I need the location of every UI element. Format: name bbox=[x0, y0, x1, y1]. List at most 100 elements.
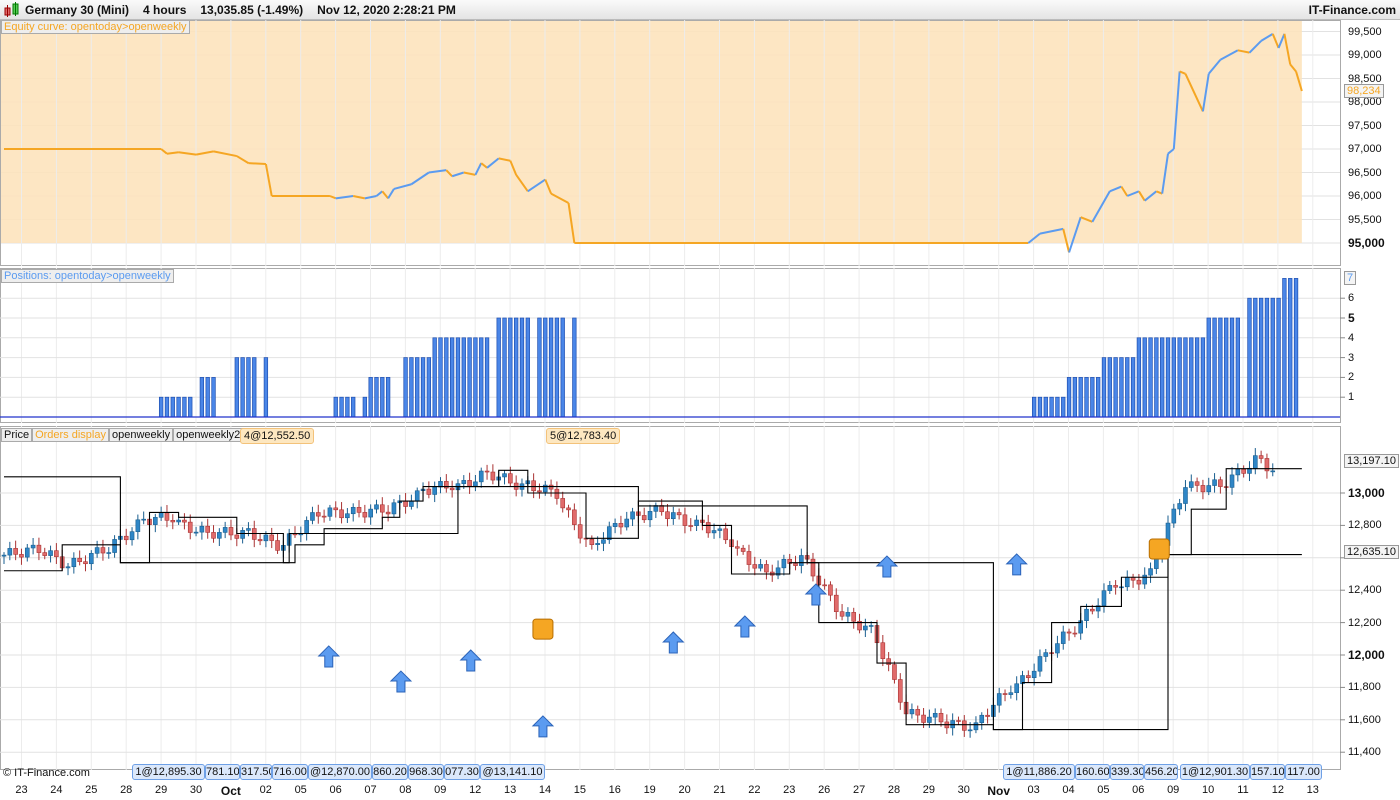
order-fill-label[interactable]: 317.50 bbox=[240, 764, 272, 780]
equity-line-segment bbox=[375, 190, 383, 197]
order-label[interactable]: 5@12,783.40 bbox=[546, 428, 621, 444]
position-bar bbox=[502, 317, 507, 418]
position-bar bbox=[508, 317, 513, 418]
order-fill-label[interactable]: 077.30 bbox=[444, 764, 480, 780]
order-fill-label[interactable]: 716.00 bbox=[272, 764, 308, 780]
x-axis-label: 26 bbox=[818, 784, 831, 796]
candle-body bbox=[1200, 485, 1206, 493]
order-fill-label[interactable]: @13,141.10 bbox=[480, 764, 545, 780]
candle-body bbox=[1095, 605, 1101, 612]
position-bar bbox=[234, 357, 239, 418]
candle-body bbox=[1066, 631, 1072, 634]
candle-body bbox=[199, 525, 205, 533]
position-bar bbox=[182, 396, 187, 418]
position-bar bbox=[1224, 317, 1229, 418]
equity-line-segment bbox=[1109, 185, 1122, 193]
timeframe[interactable]: 4 hours bbox=[143, 2, 187, 17]
x-axis-label: 05 bbox=[1097, 784, 1110, 796]
position-bar bbox=[1119, 357, 1124, 418]
order-fill-label[interactable]: 339.30 bbox=[1110, 764, 1144, 780]
order-label[interactable]: 4@12,552.50 bbox=[240, 428, 315, 444]
candle-body bbox=[1113, 585, 1118, 588]
x-axis-label: 21 bbox=[713, 784, 726, 796]
x-axis-label: 07 bbox=[364, 784, 377, 796]
order-fill-label[interactable]: 157.10 bbox=[1250, 764, 1285, 780]
candle-body bbox=[356, 507, 362, 513]
equity-line-segment bbox=[1184, 73, 1204, 112]
candle-body bbox=[752, 564, 758, 569]
x-axis-label: 23 bbox=[783, 784, 796, 796]
candle-body bbox=[909, 709, 915, 715]
position-bar bbox=[1177, 337, 1182, 418]
x-axis-label: 11 bbox=[1237, 784, 1249, 796]
openweekly2-line bbox=[4, 468, 1302, 731]
order-fill-label[interactable]: 968.30 bbox=[408, 764, 444, 780]
equity-line-segment bbox=[1237, 49, 1250, 54]
positions-panel-label[interactable]: Positions: opentoday>openweekly bbox=[1, 269, 174, 283]
x-axis-label: 24 bbox=[50, 784, 63, 796]
position-bar bbox=[246, 357, 251, 418]
candle-body bbox=[560, 498, 566, 509]
candle-body bbox=[461, 480, 467, 484]
price-level-box: 12,635.10 bbox=[1344, 545, 1399, 560]
buy-arrow-icon bbox=[459, 649, 482, 672]
candle-body bbox=[1171, 508, 1177, 524]
candle-body bbox=[89, 553, 94, 565]
position-bar bbox=[438, 337, 443, 418]
position-bar bbox=[484, 337, 490, 418]
candle-body bbox=[746, 551, 752, 565]
order-fill-label[interactable]: 1@12,895.30 bbox=[132, 764, 205, 780]
order-fill-label[interactable]: 781.10 bbox=[205, 764, 240, 780]
x-axis-label: 30 bbox=[957, 784, 970, 796]
candle-body bbox=[182, 519, 187, 523]
equity-line-segment bbox=[1219, 49, 1239, 61]
order-fill-label[interactable]: @12,870.00 bbox=[308, 764, 372, 780]
candle-body bbox=[135, 519, 141, 532]
position-bar bbox=[199, 377, 205, 418]
buy-arrow-icon bbox=[1005, 553, 1028, 576]
equity-panel-label[interactable]: Equity curve: opentoday>openweekly bbox=[1, 20, 190, 34]
positions-chart bbox=[0, 268, 1345, 423]
position-bar bbox=[1253, 297, 1258, 418]
x-axis-label: 13 bbox=[503, 784, 517, 796]
candle-body bbox=[449, 487, 455, 491]
candle-body bbox=[758, 564, 763, 569]
position-bar bbox=[519, 317, 525, 418]
candle-body bbox=[572, 509, 577, 525]
x-axis-label: 28 bbox=[887, 784, 901, 796]
position-bar bbox=[1293, 278, 1299, 418]
position-bar bbox=[1148, 337, 1153, 418]
tab-price[interactable]: Price bbox=[1, 428, 33, 442]
candle-body bbox=[897, 679, 903, 703]
candle-body bbox=[921, 714, 926, 723]
equity-line-segment bbox=[1161, 153, 1169, 194]
order-fill-label[interactable]: 860.20 bbox=[372, 764, 408, 780]
equity-line-segment bbox=[1167, 148, 1175, 155]
candle-body bbox=[985, 714, 990, 717]
equity-line-segment bbox=[1260, 32, 1274, 42]
candle-body bbox=[705, 522, 711, 534]
candle-body bbox=[315, 512, 321, 517]
equity-line-segment bbox=[550, 192, 570, 204]
position-bar bbox=[415, 357, 420, 418]
tab-openweekly2[interactable]: openweekly2 bbox=[173, 428, 244, 442]
candle-body bbox=[961, 720, 967, 731]
panel-border bbox=[0, 20, 1341, 266]
equity-drawdown-fill bbox=[0, 20, 1302, 243]
order-fill-label[interactable]: 1@12,901.30 bbox=[1180, 764, 1250, 780]
tab-openweekly[interactable]: openweekly bbox=[108, 428, 174, 442]
x-axis-label: 09 bbox=[1167, 784, 1180, 796]
candle-body bbox=[880, 642, 886, 659]
position-bar bbox=[409, 357, 414, 418]
position-bar bbox=[432, 337, 437, 418]
equity-line-segment bbox=[1138, 190, 1146, 202]
position-bar bbox=[1055, 396, 1060, 418]
order-fill-label[interactable]: 117.00 bbox=[1285, 764, 1322, 780]
order-fill-label[interactable]: 456.20 bbox=[1144, 764, 1178, 780]
equity-chart bbox=[0, 20, 1341, 266]
price-axis-label: 12,000 bbox=[1348, 648, 1385, 662]
order-fill-label[interactable]: 1@11,886.20 bbox=[1003, 764, 1075, 780]
equity-line-segment bbox=[213, 150, 237, 158]
tab-orders-display[interactable]: Orders display bbox=[32, 428, 109, 442]
order-fill-label[interactable]: 160.60 bbox=[1075, 764, 1110, 780]
